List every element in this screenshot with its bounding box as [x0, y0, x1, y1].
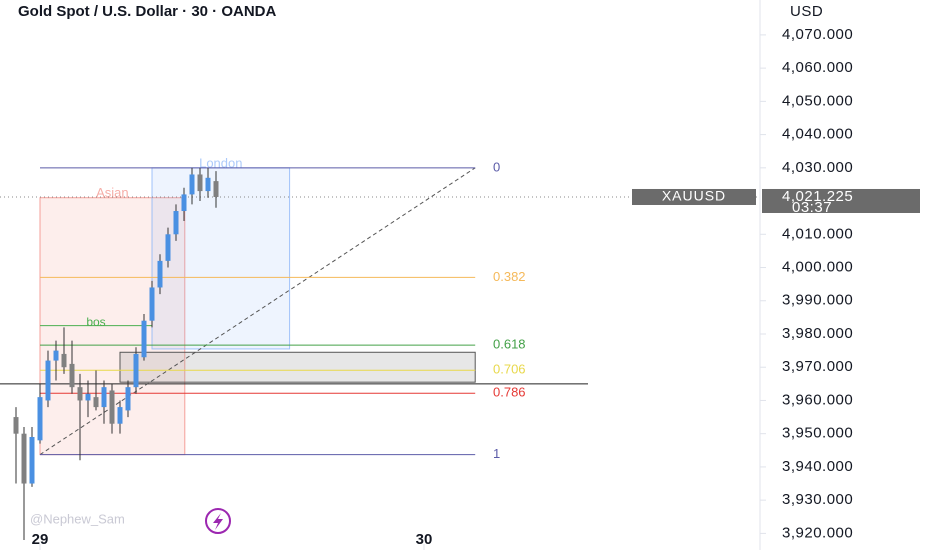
session-label: London [199, 155, 242, 170]
y-tick-label: 3,940.000 [782, 458, 853, 475]
y-tick-label: 4,040.000 [782, 126, 853, 143]
y-tick-label: 3,990.000 [782, 292, 853, 309]
session-label: Asian [96, 185, 129, 200]
candle-body [45, 360, 51, 401]
candle-body [101, 387, 107, 408]
fib-level-label: 1 [493, 446, 500, 461]
y-tick-label: 3,930.000 [782, 491, 853, 508]
candle-body [213, 181, 219, 197]
candle-body [21, 433, 27, 484]
fib-level-label: 0.706 [493, 362, 526, 377]
order-block [119, 351, 476, 383]
bos-label: bos [86, 315, 105, 329]
countdown-label: 03:37 [792, 199, 832, 216]
candle-body [93, 397, 99, 408]
y-tick-label: 4,000.000 [782, 258, 853, 275]
y-tick-label: 4,050.000 [782, 92, 853, 109]
candle-body [61, 353, 67, 368]
fib-level-label: 0 [493, 159, 500, 174]
watermark: @Nephew_Sam [30, 511, 125, 526]
y-tick-label: 3,920.000 [782, 524, 853, 541]
last-price-tag [762, 188, 920, 213]
x-tick-label: 30 [416, 531, 433, 548]
x-tick-label: 29 [32, 531, 49, 548]
candle-body [141, 320, 147, 358]
fib-level-label: 0.618 [493, 337, 526, 352]
fib-level-label: 0.382 [493, 269, 526, 284]
y-tick-label: 4,070.000 [782, 26, 853, 43]
candle-body [173, 211, 179, 235]
candle-body [133, 353, 139, 388]
candle-body [189, 174, 195, 195]
candle-body [85, 393, 91, 401]
candle-body [77, 387, 83, 401]
candle-body [181, 194, 187, 212]
candle-body [117, 407, 123, 424]
symbol-tag-label: XAUUSD [662, 188, 726, 204]
y-tick-label: 3,950.000 [782, 425, 853, 442]
y-tick-label: 3,960.000 [782, 391, 853, 408]
candle-body [109, 390, 115, 424]
candle-body [205, 177, 211, 192]
y-tick-label: 4,060.000 [782, 59, 853, 76]
session-box [151, 167, 291, 350]
y-tick-label: 3,980.000 [782, 325, 853, 342]
fib-level-label: 0.786 [493, 385, 526, 400]
chart-title: Gold Spot / U.S. Dollar · 30 · OANDA [18, 3, 277, 20]
logo-icon [205, 508, 231, 534]
candle-body [13, 417, 19, 434]
candle-body [149, 287, 155, 321]
candle-body [125, 387, 131, 411]
y-tick-label: 4,010.000 [782, 225, 853, 242]
candle-body [29, 437, 35, 484]
candle-body [197, 174, 203, 192]
currency-label: USD [790, 3, 823, 20]
symbol-tag [632, 188, 756, 205]
candle-body [165, 234, 171, 261]
last-price-label: 4,021.225 [782, 188, 853, 205]
candle-body [53, 350, 59, 361]
candle-body [69, 363, 75, 388]
candle-body [157, 260, 163, 288]
y-tick-label: 3,970.000 [782, 358, 853, 375]
y-tick-label: 4,030.000 [782, 159, 853, 176]
candle-body [37, 397, 43, 441]
logo-bolt [213, 513, 223, 530]
